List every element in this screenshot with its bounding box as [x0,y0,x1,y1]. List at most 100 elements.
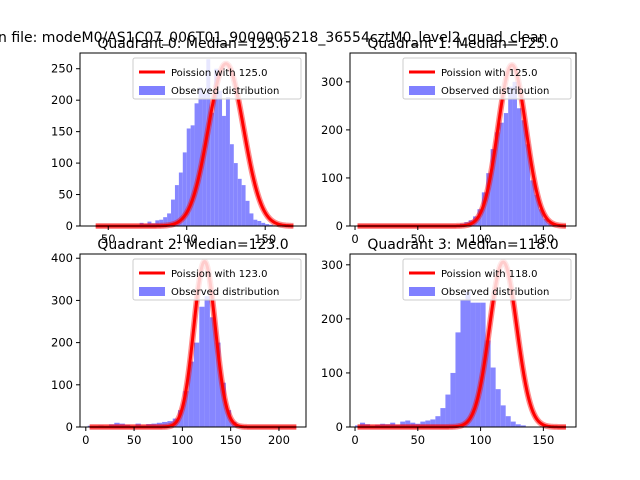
histogram-bar [119,423,125,427]
histogram-bar [490,367,496,427]
legend-label: Observed distribution [171,287,279,298]
y-tick-label: 200 [321,312,343,326]
x-tick-label: 150 [254,232,276,246]
histogram-bar [390,422,396,427]
subplot-quadrant-3: 0 50 100 150 0 100 200 300 Quadrant 3: Median=11… [321,237,577,447]
histogram-bar [530,180,535,226]
histogram-bar [520,425,526,427]
histogram-bar [206,59,211,226]
histogram-bar [455,332,461,427]
histogram-bar [233,163,238,226]
histogram-bar [435,416,441,427]
histogram-bar [425,420,431,427]
x-tick-label: 100 [470,433,492,447]
y-tick-label: 0 [66,420,73,434]
histogram-bar [515,424,521,427]
legend-label: Poission with 123.0 [171,269,267,280]
histogram-bar [516,108,522,226]
legend-frame [402,57,572,100]
histogram-bar [222,115,226,226]
x-tick-label: 100 [171,433,193,447]
axes-frame [349,253,577,428]
x-tick-label: 0 [82,433,89,447]
histogram-bar [490,149,496,226]
legend-frame [132,57,302,100]
histogram-bar [193,342,200,427]
histogram-bar [214,68,219,226]
histogram-bar [178,410,184,427]
histogram-bar [210,112,215,226]
axes-title: Quadrant 3: Median=118.0 [367,237,558,253]
histogram-bar [225,97,230,226]
histogram-bar [245,200,250,226]
histogram-bar [475,302,481,427]
histogram-bar [355,425,361,427]
histogram-bar [114,422,120,427]
axes-frame [79,52,307,227]
histogram-bar [380,423,386,427]
legend-frame [402,258,572,301]
legend-patch-swatch [409,86,435,95]
histogram-bar [400,421,406,427]
histogram-bar [156,422,163,427]
x-tick-label: 50 [127,433,142,447]
histogram-bar [183,391,189,427]
histogram-bar [538,209,544,226]
legend-frame [132,258,302,301]
histogram-bar [510,421,516,427]
legend-patch-swatch [139,86,165,95]
histogram-bar [253,219,258,226]
subplot-quadrant-2: 0 50 100 150 200 0 100 200 300 400 Quadrant 2: Med… [51,237,307,447]
y-tick-label: 200 [51,93,73,107]
histogram-bar [360,422,366,427]
histogram-bar [485,340,491,427]
histogram-bar [415,423,421,427]
histogram-bar [257,220,262,226]
y-tick-label: 100 [321,171,343,185]
histogram-bar [521,120,526,226]
histogram-bar [218,90,223,226]
histogram-bar [135,423,141,427]
y-tick-label: 300 [321,258,343,272]
histogram-bar [220,382,226,427]
histogram-bar [410,422,416,427]
y-tick-label: 200 [51,336,73,350]
subplot-quadrant-1: 0 50 100 150 0 100 200 300 Quadrant 1: Median=12… [321,36,577,246]
histogram-bar [512,81,517,226]
legend: Poission with 125.0 Observed distribution [132,57,302,100]
y-tick-label: 300 [51,293,73,307]
histogram-bar [450,372,456,427]
x-tick-label: 150 [220,433,242,447]
x-tick-label: 100 [176,232,198,246]
y-tick-label: 0 [336,420,343,434]
histogram-bar [499,122,504,226]
y-tick-label: 100 [51,156,73,170]
histogram-bar [186,128,191,226]
x-tick-label: 150 [532,232,554,246]
histogram-bar [202,93,207,226]
observed-histogram-q2 [87,296,248,427]
histogram-bar [215,342,221,427]
histogram-bar [178,172,183,226]
histogram-bar [495,132,500,226]
histogram-bar [508,86,513,226]
figure-suptitle: n file: modeM0/AS1C07_006T01_9000005218_… [0,30,547,46]
x-tick-label: 0 [351,433,358,447]
histogram-bar [199,306,205,427]
legend: Poission with 123.0 Observed distribution [132,258,302,301]
histogram-bar [171,199,175,226]
histogram-bar [500,405,506,428]
y-tick-label: 200 [321,123,343,137]
histogram-bar [503,113,509,226]
histogram-bar [430,419,436,427]
histogram-bar [190,125,195,226]
x-tick-label: 200 [268,433,290,447]
y-tick-label: 300 [321,75,343,89]
legend-patch-swatch [409,287,435,296]
histogram-bar [261,222,266,226]
histogram-bar [188,361,194,427]
y-tick-label: 250 [51,62,73,76]
observed-histogram-q0 [139,59,274,226]
y-tick-label: 50 [58,188,73,202]
